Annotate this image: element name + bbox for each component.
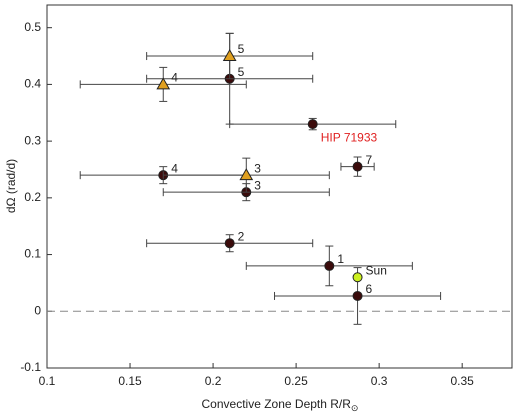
point-label: 5 [238, 65, 245, 79]
y-axis-label: dΩ (rad/d) [4, 159, 18, 213]
point-label: 7 [366, 153, 373, 167]
point-label: 4 [171, 161, 178, 175]
point [307, 119, 318, 130]
point [324, 260, 335, 271]
x-tick-label: 0.25 [284, 374, 308, 388]
x-tick-label: 0.15 [118, 374, 142, 388]
x-label-sub: ⊙ [351, 403, 359, 413]
point-label: 5 [238, 42, 245, 56]
x-tick-label: 0.35 [450, 374, 474, 388]
point-label: 1 [337, 252, 344, 266]
point-label: Sun [366, 263, 387, 277]
y-tick-label: 0 [34, 303, 41, 317]
point-label: 6 [366, 282, 373, 296]
y-tick-label: 0.5 [24, 20, 41, 34]
y-tick-label: 0.3 [24, 133, 41, 147]
point [156, 77, 171, 90]
x-axis-label: Convective Zone Depth R/R⊙ [202, 397, 359, 413]
plot-frame [46, 4, 513, 369]
x-tick-label: 0.1 [39, 374, 56, 388]
point [352, 290, 363, 301]
point-label: HIP 71933 [321, 130, 378, 144]
x-label-main: Convective Zone Depth R/R [202, 397, 352, 411]
point-label: 4 [171, 71, 178, 85]
y-tick-label: 0.2 [24, 190, 41, 204]
point-label: 2 [238, 229, 245, 243]
point-label: 3 [254, 178, 261, 192]
point [239, 168, 254, 181]
x-tick-label: 0.3 [371, 374, 388, 388]
point [352, 161, 363, 172]
y-tick-label: 0.4 [24, 77, 41, 91]
point-label: 3 [254, 161, 261, 175]
y-tick-label: 0.1 [24, 247, 41, 261]
y-tick-label: -0.1 [20, 360, 41, 374]
point [352, 272, 363, 283]
x-tick-label: 0.2 [205, 374, 222, 388]
point [222, 49, 237, 62]
point [224, 238, 235, 249]
